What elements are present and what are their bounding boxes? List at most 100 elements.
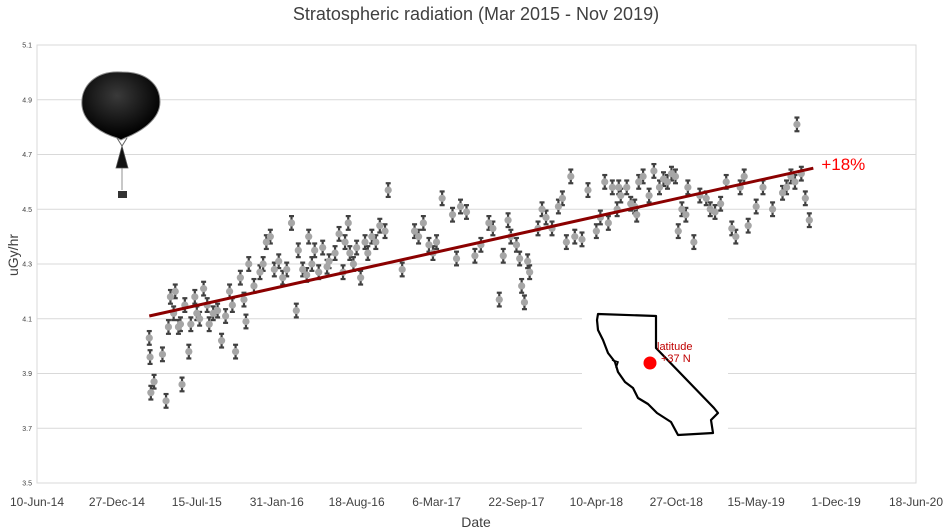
x-tick-label: 22-Sep-17	[488, 495, 544, 509]
trend-annotation: +18%	[821, 155, 865, 174]
x-tick-label: 1-Dec-19	[811, 495, 861, 509]
data-point	[655, 183, 664, 191]
data-point	[372, 238, 380, 246]
data-point	[242, 317, 250, 326]
data-point	[554, 202, 563, 211]
data-point	[717, 200, 725, 208]
x-tick-label: 10-Apr-18	[570, 495, 624, 509]
data-point	[292, 306, 300, 315]
data-point	[432, 238, 441, 246]
data-point	[166, 293, 175, 301]
y-tick-label: 3.7	[22, 426, 32, 433]
data-point	[728, 224, 736, 233]
chart-title: Stratospheric radiation (Mar 2015 - Nov …	[293, 4, 659, 24]
data-point	[759, 183, 767, 191]
data-point	[150, 378, 158, 386]
x-tick-label: 6-Mar-17	[412, 495, 461, 509]
data-point	[782, 183, 791, 191]
data-point	[319, 243, 327, 252]
data-point	[357, 274, 365, 282]
data-point	[287, 219, 296, 227]
x-tick-label: 31-Jan-16	[250, 495, 304, 509]
data-point	[187, 320, 195, 328]
x-tick-labels: 10-Jun-14 27-Dec-14 15-Jul-15 31-Jan-16 18-A…	[10, 495, 943, 509]
data-point	[578, 235, 586, 243]
data-point	[256, 268, 264, 276]
grid-lines	[37, 44, 916, 484]
data-point	[690, 238, 698, 246]
data-point	[732, 233, 740, 241]
data-point	[471, 252, 479, 260]
data-point	[793, 120, 801, 128]
data-point	[791, 178, 799, 186]
data-point	[191, 293, 199, 301]
data-point	[162, 397, 170, 405]
data-point	[805, 216, 813, 224]
data-point	[623, 183, 631, 191]
data-point	[364, 249, 372, 257]
data-point	[341, 238, 349, 246]
data-point	[801, 194, 809, 202]
latitude-label: latitude	[657, 341, 692, 353]
data-point	[353, 243, 361, 252]
x-axis-label: Date	[461, 514, 491, 530]
data-point	[147, 389, 155, 397]
data-point	[221, 312, 230, 320]
data-point	[752, 202, 760, 211]
data-point	[678, 205, 686, 213]
x-tick-label: 27-Dec-14	[89, 495, 145, 509]
data-point	[196, 315, 204, 323]
data-point	[639, 172, 647, 180]
data-point	[485, 219, 493, 227]
data-point	[567, 172, 575, 180]
y-tick-label: 4.1	[22, 316, 32, 323]
data-point	[303, 271, 311, 279]
data-point	[674, 227, 682, 235]
data-point	[682, 211, 690, 219]
data-point	[368, 233, 376, 241]
data-point	[305, 233, 313, 241]
data-point	[325, 257, 333, 265]
data-point	[663, 178, 672, 186]
data-point	[176, 320, 185, 328]
location-marker	[643, 356, 657, 370]
trend-line	[148, 166, 814, 318]
data-point	[245, 260, 253, 268]
data-point	[601, 178, 609, 186]
data-point	[346, 249, 354, 257]
data-point	[308, 260, 316, 268]
x-tick-label: 15-Jul-15	[172, 495, 222, 509]
data-point	[145, 334, 153, 342]
data-point	[323, 263, 331, 271]
data-point	[146, 353, 154, 361]
data-points	[145, 120, 813, 405]
balloon-icon	[81, 71, 161, 198]
y-tick-label: 4.7	[22, 152, 32, 159]
data-point	[504, 216, 512, 224]
data-point	[275, 257, 283, 265]
x-tick-label: 15-May-19	[728, 495, 786, 509]
data-point	[231, 348, 240, 356]
data-point	[250, 282, 258, 290]
data-point	[584, 186, 592, 194]
data-point	[158, 350, 167, 358]
y-tick-label: 4.9	[22, 97, 32, 104]
y-tick-label: 3.9	[22, 371, 32, 378]
data-point	[617, 191, 625, 200]
data-point	[213, 306, 222, 315]
data-point	[225, 287, 234, 295]
data-point	[419, 219, 427, 227]
data-point	[671, 172, 680, 180]
data-point	[722, 178, 730, 186]
y-tick-label: 5.1	[22, 43, 32, 50]
data-point	[438, 194, 446, 202]
california-map-icon: latitude +37 N	[582, 296, 728, 442]
data-point	[645, 191, 653, 200]
data-point	[489, 224, 497, 233]
data-point	[414, 233, 423, 241]
data-point	[217, 337, 226, 345]
data-point	[462, 208, 471, 216]
data-point	[164, 323, 173, 331]
data-point	[294, 246, 302, 254]
data-point	[558, 194, 567, 202]
